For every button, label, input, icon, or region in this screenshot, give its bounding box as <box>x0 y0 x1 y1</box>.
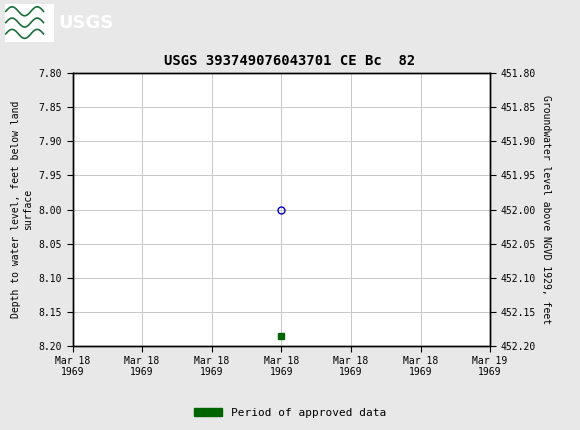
Text: USGS 393749076043701 CE Bc  82: USGS 393749076043701 CE Bc 82 <box>164 54 416 68</box>
Y-axis label: Depth to water level, feet below land
surface: Depth to water level, feet below land su… <box>12 101 33 318</box>
Y-axis label: Groundwater level above NGVD 1929, feet: Groundwater level above NGVD 1929, feet <box>541 95 552 324</box>
Text: USGS: USGS <box>58 14 113 31</box>
Legend: Period of approved data: Period of approved data <box>190 403 390 422</box>
FancyBboxPatch shape <box>5 3 54 42</box>
